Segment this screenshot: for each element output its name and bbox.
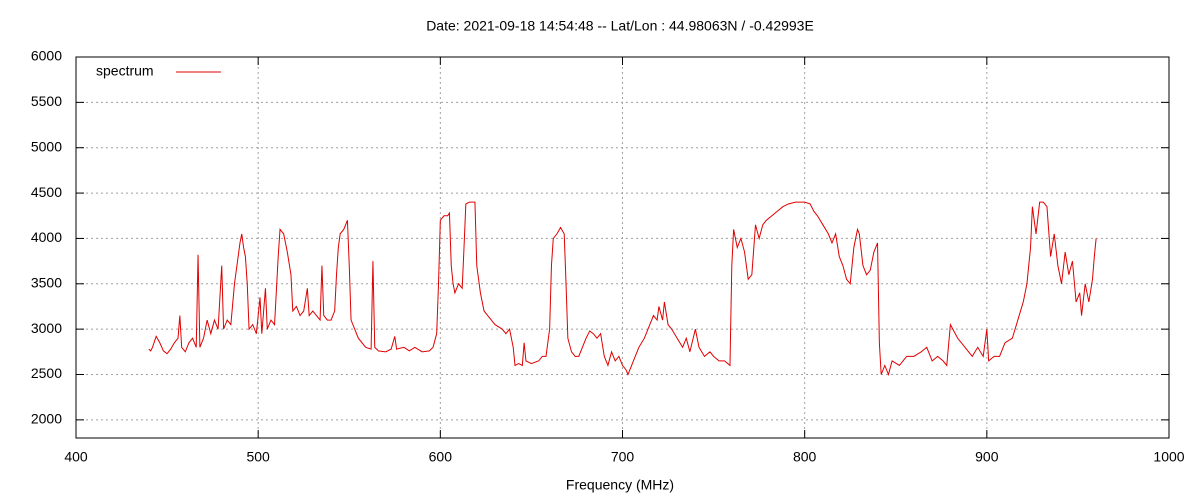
y-tick-label: 5000	[31, 138, 62, 154]
y-tick-label: 5500	[31, 93, 62, 109]
x-tick-label: 400	[64, 449, 88, 465]
y-tick-label: 6000	[31, 48, 62, 64]
x-tick-label: 800	[793, 449, 817, 465]
x-tick-label: 700	[611, 449, 635, 465]
x-tick-label: 900	[975, 449, 999, 465]
x-tick-label: 600	[429, 449, 453, 465]
y-tick-label: 4500	[31, 184, 62, 200]
x-tick-label: 1000	[1153, 449, 1184, 465]
y-tick-label: 3500	[31, 274, 62, 290]
y-tick-label: 2000	[31, 411, 62, 427]
chart-title: Date: 2021-09-18 14:54:48 -- Lat/Lon : 4…	[426, 18, 814, 34]
y-tick-label: 2500	[31, 365, 62, 381]
x-axis-label: Frequency (MHz)	[566, 477, 674, 493]
plot-border	[75, 56, 1170, 439]
y-tick-label: 3000	[31, 320, 62, 336]
data-line	[148, 201, 1097, 377]
y-tick-label: 4000	[31, 229, 62, 245]
x-tick-label: 500	[246, 449, 270, 465]
legend-label: spectrum	[96, 63, 154, 79]
